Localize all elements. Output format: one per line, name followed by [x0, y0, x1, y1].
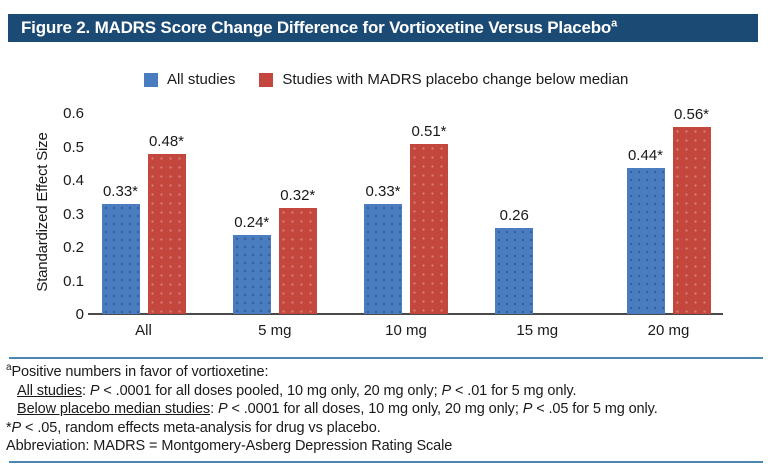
footnote-text: < .01 for 5 mg only.	[451, 382, 577, 399]
footnote-text: All studies	[17, 382, 82, 399]
footnote-text: < .05 for 5 mg only.	[532, 401, 658, 418]
footnote-text: Below placebo median studies	[17, 401, 211, 418]
bar-value-label: 0.51*	[411, 123, 447, 141]
y-tick-label: 0.4	[63, 172, 84, 189]
bar-below-median-all	[147, 154, 186, 314]
legend-label: Studies with MADRS placebo change below …	[282, 71, 629, 88]
divider-line-top	[9, 357, 763, 359]
footnote-line: aPositive numbers in favor of vortioxeti…	[6, 363, 762, 382]
legend-item: Studies with MADRS placebo change below …	[259, 71, 628, 88]
x-axis-category-label: 15 mg	[516, 322, 559, 339]
bar-all-studies-10-mg	[364, 204, 402, 314]
bar-value-label: 0.24*	[234, 213, 270, 231]
footnote-line: Below placebo median studies: P < .0001 …	[6, 400, 762, 419]
bar-below-median-20-mg	[672, 127, 711, 314]
bar-value-label: 0.32*	[280, 186, 316, 204]
footnote-text: P	[11, 419, 22, 436]
footnote-text: :	[210, 401, 218, 418]
bar-all-studies-5-mg	[232, 234, 271, 314]
x-axis-category-label: 10 mg	[385, 322, 427, 339]
bar-below-median-5-mg	[278, 207, 317, 314]
legend-item: All studies	[144, 71, 235, 88]
bar-value-label: 0.33*	[102, 183, 139, 201]
footnote-text: Positive numbers in favor of vortioxetin…	[11, 364, 269, 380]
bar-value-label: 0.56*	[673, 106, 710, 124]
footnote-text: < .05, random effects meta-analysis for …	[21, 419, 381, 436]
x-axis-line	[88, 313, 723, 315]
legend-label: All studies	[167, 71, 236, 88]
footnote-text: P	[522, 401, 533, 418]
x-axis-category-label: 20 mg	[647, 322, 690, 339]
footnotes-block: aPositive numbers in favor of vortioxeti…	[6, 363, 762, 456]
y-tick-label: 0.2	[63, 239, 84, 256]
bar-value-label: 0.48*	[148, 133, 185, 151]
x-axis-category-label: 5 mg	[258, 322, 292, 339]
y-tick-label: 0.6	[63, 105, 84, 122]
footnote-text: P	[441, 382, 452, 399]
footnote-text: < .0001 for all doses pooled, 10 mg only…	[99, 382, 442, 399]
bar-all-studies-all	[101, 204, 140, 314]
bar-all-studies-15-mg	[495, 227, 534, 314]
y-tick-label: 0	[75, 306, 84, 323]
x-axis-category-label: All	[135, 322, 152, 339]
y-tick-label: 0.3	[63, 205, 84, 223]
legend-swatch-icon	[259, 72, 274, 87]
figure-title: Figure 2. MADRS Score Change Difference …	[21, 18, 612, 37]
footnote-line: *P < .05, random effects meta-analysis f…	[6, 419, 762, 438]
footnote-text: P	[217, 401, 228, 418]
footnote-text: P	[89, 382, 100, 399]
footnote-text: :	[82, 382, 90, 399]
bar-value-label: 0.26	[499, 206, 529, 224]
divider-line-bottom	[9, 461, 763, 463]
bar-below-median-10-mg	[410, 144, 448, 314]
footnote-line: Abbreviation: MADRS = Montgomery-Asberg …	[6, 437, 762, 456]
y-tick-label: 0.1	[63, 272, 84, 290]
bar-value-label: 0.44*	[627, 146, 664, 164]
legend-swatch-icon	[144, 72, 158, 87]
footnote-text: *	[6, 419, 12, 436]
bar-value-label: 0.33*	[365, 183, 401, 201]
footnote-text: < .0001 for all doses, 10 mg only, 20 mg…	[227, 401, 523, 418]
y-tick-label: 0.5	[63, 138, 84, 156]
chart-legend: All studies Studies with MADRS placebo ch…	[144, 71, 628, 88]
figure-title-footnote-marker: a	[611, 17, 618, 30]
footnote-line: All studies: P < .0001 for all doses poo…	[6, 382, 762, 401]
footnote-text: a	[6, 362, 12, 374]
bar-all-studies-20-mg	[626, 167, 665, 314]
figure-title-bar: Figure 2. MADRS Score Change Difference …	[8, 14, 758, 42]
footnote-text: Abbreviation: MADRS = Montgomery-Asberg …	[6, 438, 453, 455]
